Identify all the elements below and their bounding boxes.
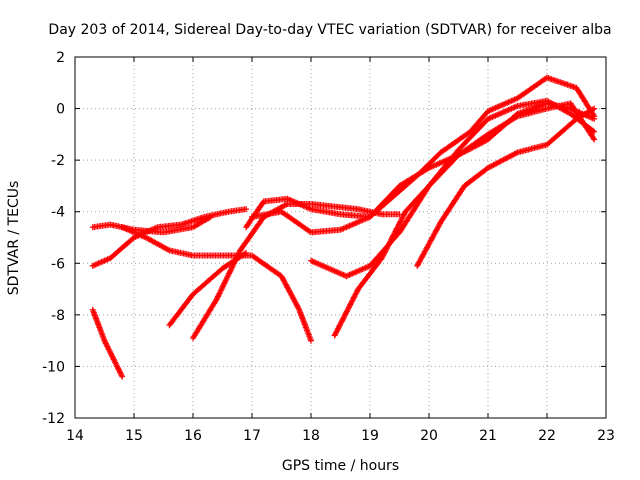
x-tick-label: 20 (420, 428, 438, 444)
y-tick-label: 2 (56, 50, 65, 66)
series-arc-4 (119, 224, 314, 344)
series-markers (119, 224, 314, 344)
series-arc-9 (308, 100, 598, 280)
series-arc-6 (190, 201, 403, 342)
series-markers (190, 201, 403, 342)
plot-frame (74, 56, 607, 419)
y-tick-label: -12 (42, 411, 65, 427)
series-markers (308, 100, 598, 280)
x-tick-label: 15 (125, 428, 143, 444)
chart-title: Day 203 of 2014, Sidereal Day-to-day VTE… (48, 22, 612, 38)
y-tick-label: -10 (42, 359, 65, 375)
series-arc-1 (89, 306, 126, 380)
y-axis-label: SDTVAR / TECUs (6, 180, 22, 296)
series-markers (89, 306, 126, 380)
y-tick-label: -8 (51, 308, 65, 324)
grid-lines (75, 57, 606, 418)
x-tick-label: 14 (66, 428, 84, 444)
y-tick-label: -2 (51, 153, 65, 169)
y-tick-label: 0 (56, 102, 65, 118)
x-axis-label: GPS time / hours (281, 458, 400, 474)
y-tick-label: -4 (51, 205, 65, 221)
data-series (89, 74, 598, 380)
x-tick-label: 22 (538, 428, 556, 444)
series-markers (89, 206, 250, 269)
x-tick-label: 17 (243, 428, 261, 444)
y-tick-label: -6 (51, 256, 65, 272)
x-tick-label: 19 (361, 428, 379, 444)
series-markers (414, 105, 598, 269)
series-markers (331, 97, 598, 339)
series-arc-3 (89, 206, 250, 269)
x-tick-label: 23 (597, 428, 615, 444)
x-axis-ticks: 14 15 16 17 18 19 20 21 22 23 (66, 57, 615, 444)
series-arc-11 (414, 105, 598, 269)
x-tick-label: 16 (184, 428, 202, 444)
x-tick-label: 21 (479, 428, 497, 444)
series-arc-10 (331, 97, 598, 339)
y-axis-ticks: 2 0 -2 -4 -6 -8 -10 -12 (42, 50, 606, 427)
x-tick-label: 18 (302, 428, 320, 444)
